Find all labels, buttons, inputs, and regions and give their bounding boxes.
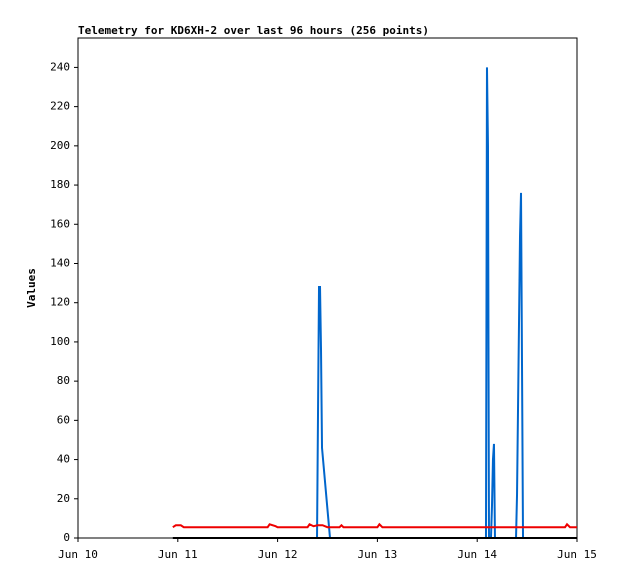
series-line <box>172 522 577 529</box>
plot-frame <box>77 37 578 539</box>
x-tick-label: Jun 14 <box>457 548 497 561</box>
y-tick-label: 120 <box>50 296 70 309</box>
x-tick-label: Jun 15 <box>557 548 597 561</box>
y-tick-label: 0 <box>63 531 70 544</box>
y-tick-label: 80 <box>57 374 70 387</box>
y-tick-label: 140 <box>50 256 70 269</box>
x-tick-label: Jun 10 <box>58 548 98 561</box>
y-tick-label: 100 <box>50 335 70 348</box>
y-tick-label: 200 <box>50 139 70 152</box>
y-tick-label: 160 <box>50 217 70 230</box>
y-axis-label: Values <box>25 268 38 308</box>
chart-title: Telemetry for KD6XH-2 over last 96 hours… <box>78 24 429 37</box>
y-tick-label: 240 <box>50 60 70 73</box>
y-tick-label: 20 <box>57 492 70 505</box>
series-line <box>316 67 525 539</box>
y-tick-label: 180 <box>50 178 70 191</box>
x-tick-label: Jun 12 <box>258 548 298 561</box>
y-tick-label: 220 <box>50 100 70 113</box>
x-tick-label: Jun 13 <box>358 548 398 561</box>
y-tick-label: 60 <box>57 413 70 426</box>
x-tick-label: Jun 11 <box>158 548 198 561</box>
y-tick-label: 40 <box>57 453 70 466</box>
